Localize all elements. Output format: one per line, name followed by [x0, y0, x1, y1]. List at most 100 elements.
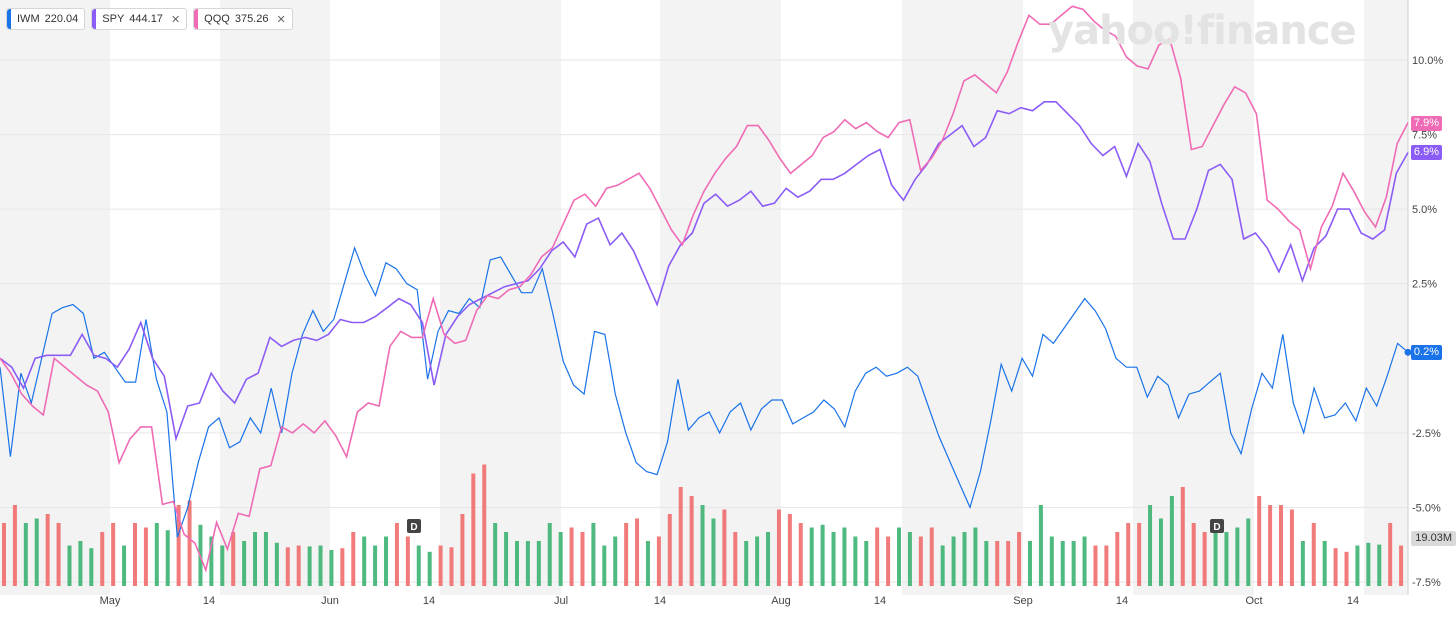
y-tick-label: 5.0% — [1412, 204, 1437, 216]
volume-bar — [504, 532, 509, 586]
x-tick-label: 14 — [423, 595, 435, 607]
volume-bar — [1268, 505, 1273, 586]
volume-bar — [405, 536, 410, 586]
volume-bar — [1344, 551, 1349, 586]
legend-color-qqq — [194, 9, 199, 29]
legend-value: 444.17 — [129, 13, 163, 25]
volume-bar — [1071, 541, 1076, 586]
volume-bar — [918, 536, 923, 586]
volume-bar — [242, 541, 247, 586]
x-tick-label: Oct — [1245, 595, 1262, 607]
volume-bar — [809, 527, 814, 586]
dividend-marker-label: D — [1213, 522, 1220, 533]
volume-bar — [678, 487, 683, 586]
x-tick-label: Jul — [554, 595, 568, 607]
volume-bar — [1289, 509, 1294, 586]
price-lines — [0, 5, 1412, 573]
x-tick-label: Sep — [1013, 595, 1033, 607]
x-tick-label: Aug — [771, 595, 791, 607]
volume-bar — [78, 541, 83, 586]
volume-bar — [1180, 487, 1185, 586]
volume-bar — [482, 464, 487, 586]
volume-bar — [1104, 545, 1109, 586]
volume-bar — [111, 523, 116, 586]
end-value-tag-qqq: 7.9% — [1410, 115, 1442, 131]
legend-color-spy — [92, 9, 97, 29]
volume-bar — [329, 550, 334, 586]
x-tick-label: 14 — [203, 595, 215, 607]
legend-chip-qqq[interactable]: QQQ 375.26 ✕ — [193, 8, 293, 30]
x-tick-label: May — [100, 595, 121, 607]
legend-value: 375.26 — [234, 13, 269, 25]
volume-bar — [613, 536, 618, 586]
month-band — [902, 0, 1023, 595]
volume-bar — [907, 532, 912, 586]
volume-bar — [1388, 523, 1393, 586]
volume-bar — [1377, 544, 1382, 586]
volume-bar — [1006, 541, 1011, 586]
volume-bar — [231, 532, 236, 586]
legend-chip-spy[interactable]: SPY 444.17 ✕ — [91, 8, 188, 30]
volume-bar — [122, 545, 127, 586]
volume-bar — [1017, 532, 1022, 586]
volume-bar — [766, 532, 771, 586]
volume-bar — [667, 514, 672, 586]
legend-color-iwm — [7, 9, 11, 29]
volume-bar — [536, 541, 541, 586]
volume-bar — [56, 523, 61, 586]
volume-bar — [984, 541, 989, 586]
volume-bar — [471, 473, 476, 586]
volume-bar — [362, 536, 367, 586]
volume-bar — [787, 514, 792, 586]
volume-bar — [274, 542, 279, 586]
volume-bar — [460, 514, 465, 586]
volume-bar — [547, 523, 552, 586]
volume-bar — [1322, 541, 1327, 586]
legend-chip-iwm[interactable]: IWM 220.04 — [6, 8, 86, 30]
x-tick-label: Jun — [321, 595, 339, 607]
volume-bar — [1311, 523, 1316, 586]
volume-bar — [449, 547, 454, 586]
volume-bar — [569, 527, 574, 586]
y-tick-label: 2.5% — [1412, 279, 1437, 291]
volume-bar — [995, 541, 1000, 586]
x-tick-label: 14 — [874, 595, 886, 607]
volume-bar — [1191, 523, 1196, 586]
month-band — [1364, 0, 1408, 595]
volume-bar — [165, 530, 170, 586]
volume-bar — [187, 500, 192, 586]
x-tick-label: 14 — [1116, 595, 1128, 607]
volume-bar — [580, 532, 585, 586]
volume-bar — [1300, 541, 1305, 586]
volume-bar — [1115, 532, 1120, 586]
volume-bar — [220, 545, 225, 586]
volume-bar — [1060, 541, 1065, 586]
volume-bar — [132, 523, 137, 586]
volume-bar — [89, 548, 94, 586]
month-bands — [0, 0, 1408, 595]
close-icon[interactable]: ✕ — [170, 13, 181, 26]
volume-bar — [1213, 523, 1218, 586]
volume-bar — [1126, 523, 1131, 586]
volume-bar — [853, 536, 858, 586]
volume-bar — [700, 505, 705, 586]
legend-symbol: IWM — [17, 13, 40, 25]
volume-bar — [1399, 545, 1404, 586]
volume-bar — [253, 532, 258, 586]
yahoo-finance-watermark: yahoo!finance — [1048, 8, 1357, 54]
volume-bar — [602, 545, 607, 586]
close-icon[interactable]: ✕ — [276, 13, 286, 26]
legend-symbol: QQQ — [204, 13, 230, 25]
x-tick-label: 14 — [654, 595, 666, 607]
y-tick-label: 10.0% — [1412, 55, 1443, 67]
volume-bar — [722, 509, 727, 586]
series-line-spy — [0, 101, 1409, 442]
volume-bar — [656, 536, 661, 586]
month-band — [660, 0, 781, 595]
volume-bar — [831, 532, 836, 586]
volume-bar — [755, 536, 760, 586]
series-end-dot — [1404, 348, 1412, 356]
volume-bar — [1366, 542, 1371, 586]
volume-bar — [307, 546, 312, 586]
